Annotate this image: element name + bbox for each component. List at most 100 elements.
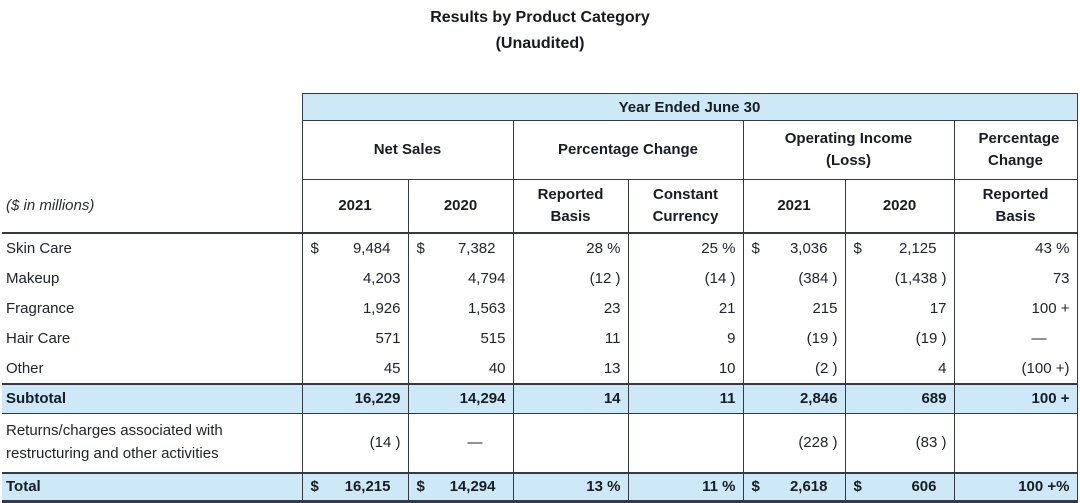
cell-oi-2020: 689	[844, 382, 955, 414]
row-label: Fragrance	[6, 300, 75, 317]
cell-pct-constant: 21	[627, 293, 744, 324]
cell-pct-reported-2: 100 +%	[953, 472, 1078, 503]
cell-pct-reported: 13	[512, 353, 629, 384]
row-label: Hair Care	[6, 330, 71, 347]
cell-ns-2020: $14,294	[407, 472, 514, 503]
cell-pct-constant	[627, 413, 744, 474]
cell-value: 606	[911, 478, 937, 496]
cell-oi-2020: (1,438 )	[844, 263, 955, 294]
cell-pct-constant: (14 )	[627, 263, 744, 294]
cell-oi-2021: (19 )	[742, 323, 846, 354]
cell-oi-2021: (228 )	[742, 413, 846, 474]
results-table: Year Ended June 30 Net Sales Percentage …	[2, 93, 1078, 503]
dollar-sign: $	[751, 478, 760, 496]
group-percentage-change-2: Percentage Change	[953, 120, 1078, 180]
row-label: Other	[6, 359, 44, 377]
row-label: Returns/charges associated with restruct…	[2, 413, 302, 474]
row-label: Skin Care	[6, 240, 72, 257]
dollar-sign: $	[751, 240, 760, 257]
row-fragrance: Fragrance 1,926 1,563 23 21 215 17 100 +	[2, 293, 1078, 324]
cell-pct-constant: 10	[627, 353, 744, 384]
cell-ns-2020: 4,794	[407, 263, 514, 294]
cell-oi-2021: $3,036	[742, 232, 846, 264]
dollar-sign: $	[853, 240, 862, 257]
cell-pct-reported: 11	[512, 323, 629, 354]
row-other: Other 45 40 13 10 (2 ) 4 (100 +)	[2, 353, 1078, 384]
cell-oi-2020: 4	[844, 353, 955, 384]
row-hair-care: Hair Care 571 515 11 9 (19 ) (19 ) —	[2, 323, 1078, 354]
cell-ns-2020: $7,382	[407, 232, 514, 264]
cell-value: 9,484	[352, 240, 391, 257]
cell-ns-2021: 4,203	[301, 263, 409, 294]
column-header-row: ($ in millions) 2021 2020 Reported Basis…	[2, 179, 1078, 234]
cell-oi-2021: (2 )	[742, 353, 846, 384]
col-ns-2021: 2021	[301, 179, 409, 234]
cell-pct-reported-2: 100 +	[953, 382, 1078, 414]
cell-ns-2021: $16,215	[301, 472, 409, 503]
cell-ns-2021: 1,926	[301, 293, 409, 324]
row-total: Total $16,215 $14,294 13 % 11 % $2,618 $…	[2, 472, 1078, 503]
cell-pct-reported: 13 %	[512, 472, 629, 503]
cell-oi-2021: (384 )	[742, 263, 846, 294]
page-title: Results by Product Category (Unaudited)	[0, 0, 1080, 57]
cell-ns-2020: 14,294	[407, 382, 514, 414]
cell-pct-reported: 14	[512, 382, 629, 414]
cell-oi-2020: (83 )	[844, 413, 955, 474]
group-percentage-change: Percentage Change	[512, 120, 744, 180]
cell-oi-2021: 215	[742, 293, 846, 324]
band-header: Year Ended June 30	[301, 93, 1078, 121]
cell-value: 2,125	[898, 240, 937, 257]
band-spacer	[2, 94, 302, 121]
cell-ns-2020: —	[407, 413, 514, 474]
dollar-sign: $	[416, 478, 425, 496]
cell-pct-reported-2	[953, 413, 1078, 474]
cell-pct-reported	[512, 413, 629, 474]
cell-pct-constant: 11 %	[627, 472, 744, 503]
cell-pct-reported: 23	[512, 293, 629, 324]
group-operating-income: Operating Income (Loss)	[742, 120, 955, 180]
cell-ns-2021: (14 )	[301, 413, 409, 474]
dollar-sign: $	[416, 240, 425, 257]
cell-oi-2021: 2,846	[742, 382, 846, 414]
dollar-sign: $	[853, 478, 862, 496]
cell-oi-2020: $606	[844, 472, 955, 503]
cell-oi-2020: $2,125	[844, 232, 955, 264]
row-label: Subtotal	[2, 382, 302, 414]
cell-oi-2020: (19 )	[844, 323, 955, 354]
cell-oi-2021: $2,618	[742, 472, 846, 503]
col-reported-basis-2: Reported Basis	[953, 179, 1078, 234]
cell-pct-constant: 11	[627, 382, 744, 414]
cell-value: 7,382	[457, 240, 496, 257]
cell-value: 3,036	[789, 240, 828, 257]
cell-ns-2021: 571	[301, 323, 409, 354]
cell-ns-2021: 45	[301, 353, 409, 384]
group-spacer	[2, 121, 302, 180]
row-label: Total	[2, 472, 302, 503]
row-label: Makeup	[6, 270, 60, 287]
cell-pct-constant: 25 %	[627, 232, 744, 264]
cell-pct-reported-2: (100 +)	[953, 353, 1078, 384]
col-oi-2020: 2020	[844, 179, 955, 234]
dollar-sign: $	[310, 240, 319, 257]
cell-pct-reported-2: 100 +	[953, 293, 1078, 324]
group-header-row: Net Sales Percentage Change Operating In…	[2, 120, 1078, 180]
col-reported-basis: Reported Basis	[512, 179, 629, 234]
cell-value: 14,294	[449, 478, 496, 496]
cell-ns-2020: 515	[407, 323, 514, 354]
cell-pct-reported: (12 )	[512, 263, 629, 294]
cell-ns-2020: 40	[407, 353, 514, 384]
unit-note: ($ in millions)	[2, 179, 302, 234]
row-skin-care: Skin Care $9,484 $7,382 28 % 25 % $3,036…	[2, 232, 1078, 264]
band-header-row: Year Ended June 30	[2, 93, 1078, 121]
cell-value: 2,618	[789, 478, 828, 496]
cell-pct-reported-2: —	[953, 323, 1078, 354]
row-returns-charges: Returns/charges associated with restruct…	[2, 413, 1078, 474]
col-constant-currency: Constant Currency	[627, 179, 744, 234]
dollar-sign: $	[310, 478, 319, 496]
group-net-sales: Net Sales	[301, 120, 514, 180]
cell-oi-2020: 17	[844, 293, 955, 324]
cell-pct-constant: 9	[627, 323, 744, 354]
cell-ns-2021: 16,229	[301, 382, 409, 414]
cell-pct-reported-2: 43 %	[953, 232, 1078, 264]
